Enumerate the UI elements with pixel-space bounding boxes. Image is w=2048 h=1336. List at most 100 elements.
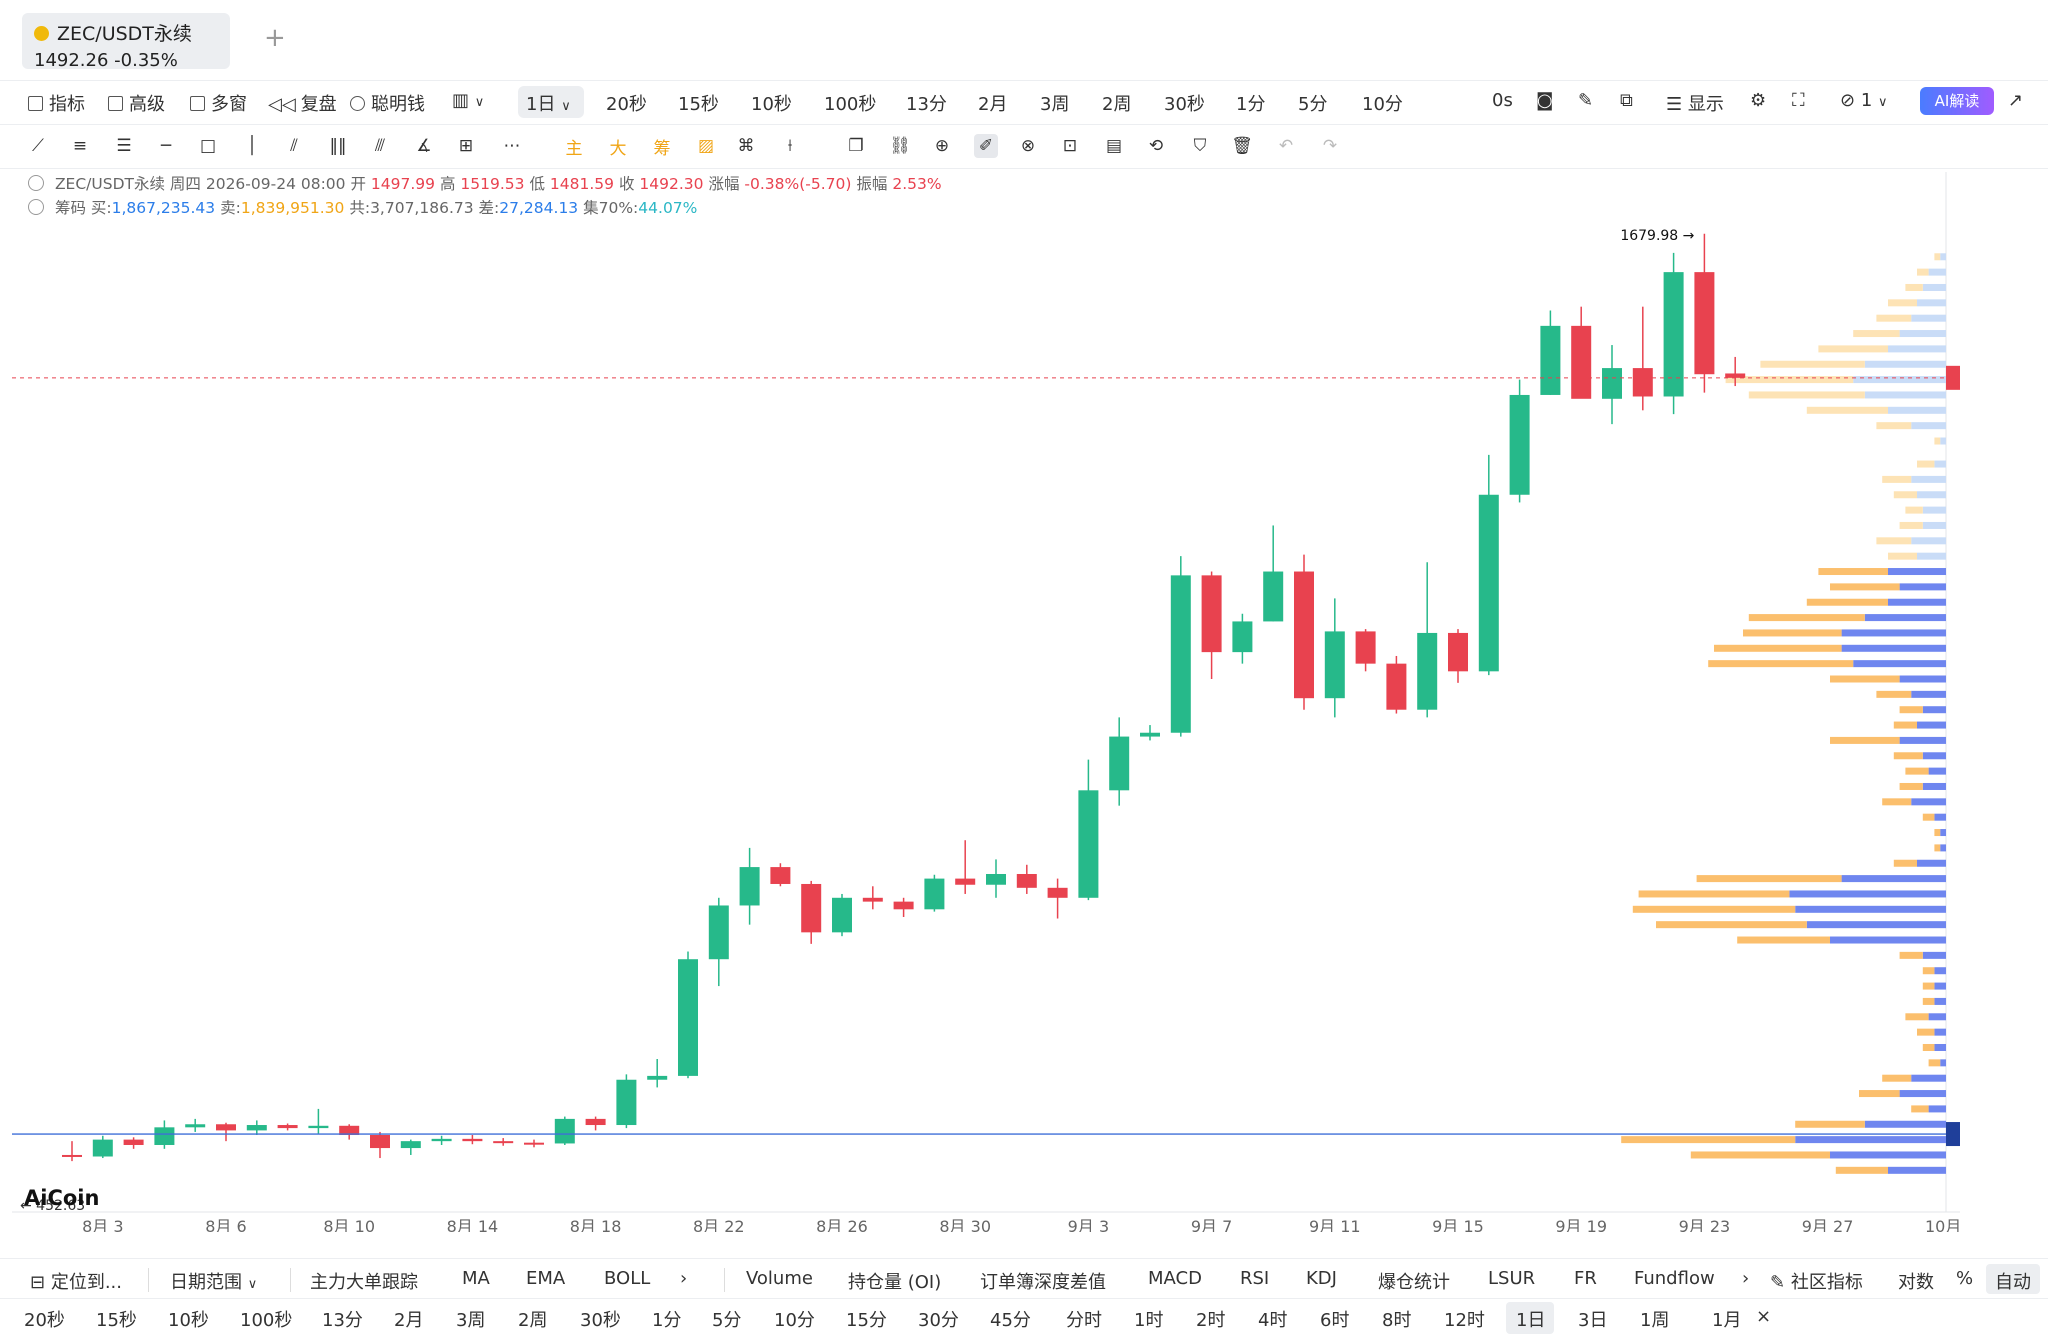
candle-up[interactable] bbox=[92, 1139, 113, 1157]
candle-up[interactable] bbox=[1140, 732, 1160, 737]
candle-up[interactable] bbox=[1232, 621, 1253, 653]
bottom-interval-9[interactable]: 1分 bbox=[652, 1310, 682, 1331]
chips-toggle[interactable]: 筹 bbox=[653, 138, 671, 159]
indicator-ema[interactable]: EMA bbox=[526, 1268, 566, 1289]
settings-gear-icon[interactable]: ⚙ bbox=[1750, 90, 1767, 111]
hide-drawings-icon[interactable]: ⊗ bbox=[1020, 136, 1036, 156]
candle-up[interactable] bbox=[924, 878, 945, 910]
measure-icon[interactable]: ⊞ bbox=[458, 136, 474, 156]
candle-down[interactable] bbox=[462, 1138, 483, 1142]
candle-down[interactable] bbox=[1294, 571, 1314, 699]
pencil-icon[interactable]: ✎ bbox=[1578, 90, 1594, 111]
candle-up[interactable] bbox=[400, 1141, 421, 1149]
bottom-interval-10[interactable]: 5分 bbox=[712, 1310, 742, 1331]
candle-up[interactable] bbox=[1324, 631, 1345, 699]
candle-up[interactable] bbox=[832, 897, 852, 933]
interval-20s[interactable]: 20秒 bbox=[606, 94, 647, 115]
bottom-interval-0[interactable]: 20秒 bbox=[24, 1310, 65, 1331]
smart-money-button[interactable]: 聪明钱 bbox=[350, 90, 425, 116]
display-button[interactable]: ☰ 显示 bbox=[1666, 94, 1724, 115]
candle-down[interactable] bbox=[277, 1125, 298, 1129]
candle-up[interactable] bbox=[431, 1138, 452, 1142]
candle-up[interactable] bbox=[1478, 494, 1499, 672]
candle-down[interactable] bbox=[370, 1135, 390, 1149]
price-axis[interactable] bbox=[1946, 172, 1960, 1232]
candle-up[interactable] bbox=[1509, 394, 1530, 495]
bottom-interval-21[interactable]: 12时 bbox=[1444, 1310, 1485, 1331]
undo-icon[interactable]: ↶ bbox=[1278, 136, 1294, 156]
interval-5m[interactable]: 5分 bbox=[1298, 94, 1328, 115]
bottom-interval-18[interactable]: 4时 bbox=[1258, 1310, 1288, 1331]
camera-icon[interactable]: ◙ bbox=[1536, 90, 1554, 111]
sync-button[interactable]: ⊘ 1 ∨ bbox=[1840, 90, 1888, 111]
interval-15s[interactable]: 15秒 bbox=[678, 94, 719, 115]
sub-indicator-fundflow[interactable]: Fundflow bbox=[1634, 1268, 1715, 1289]
sub-indicator-kdj[interactable]: KDJ bbox=[1306, 1268, 1337, 1289]
vertical-line-icon[interactable]: │ bbox=[246, 136, 258, 156]
bottom-interval-17[interactable]: 2时 bbox=[1196, 1310, 1226, 1331]
sub-indicator-macd[interactable]: MACD bbox=[1148, 1268, 1202, 1289]
candle-up[interactable] bbox=[554, 1118, 575, 1144]
indicator-ma[interactable]: MA bbox=[462, 1268, 490, 1289]
bottom-interval-13[interactable]: 30分 bbox=[918, 1310, 959, 1331]
candle-down[interactable] bbox=[1632, 368, 1653, 397]
zoom-icon[interactable]: ⊕ bbox=[934, 136, 950, 156]
candle-up[interactable] bbox=[708, 905, 729, 960]
candle-up[interactable] bbox=[1078, 790, 1099, 898]
bottom-interval-1[interactable]: 15秒 bbox=[96, 1310, 137, 1331]
interval-100s[interactable]: 100秒 bbox=[824, 94, 877, 115]
bottom-interval-19[interactable]: 6时 bbox=[1320, 1310, 1350, 1331]
sub-indicator-volume[interactable]: Volume bbox=[746, 1268, 813, 1289]
trend-angle-icon[interactable]: ∡ bbox=[416, 136, 432, 156]
candle-up[interactable] bbox=[185, 1124, 206, 1128]
candlestick-chart[interactable]: 1750.001700.001650.001600.001550.001500.… bbox=[12, 172, 1960, 1232]
bottom-interval-23[interactable]: 3日 bbox=[1578, 1310, 1608, 1331]
candle-up[interactable] bbox=[1417, 632, 1438, 710]
sub-indicator-rsi[interactable]: RSI bbox=[1240, 1268, 1270, 1289]
fib-lines-icon[interactable]: ‖‖ bbox=[329, 136, 347, 156]
candle-up[interactable] bbox=[616, 1079, 637, 1126]
sub-indicator-fr[interactable]: FR bbox=[1574, 1268, 1597, 1289]
multi-window-button[interactable]: 多窗 bbox=[190, 90, 247, 116]
log-scale-toggle[interactable]: 对数 bbox=[1898, 1272, 1934, 1293]
sub-indicator-depth[interactable]: 订单簿深度差值 bbox=[980, 1272, 1106, 1293]
advanced-button[interactable]: 高级 bbox=[108, 90, 165, 116]
fullscreen-icon[interactable]: ⛶ bbox=[1792, 90, 1805, 111]
interval-30s[interactable]: 30秒 bbox=[1164, 94, 1205, 115]
candle-down[interactable] bbox=[1047, 887, 1068, 898]
candle-down[interactable] bbox=[62, 1154, 82, 1157]
close-icon[interactable]: × bbox=[1756, 1306, 1772, 1327]
eye-toggle-icon[interactable] bbox=[28, 174, 44, 191]
chevron-right-icon[interactable]: › bbox=[680, 1268, 688, 1289]
export-icon[interactable]: ↗ bbox=[2008, 90, 2024, 111]
bottom-interval-2[interactable]: 10秒 bbox=[168, 1310, 209, 1331]
sub-indicator-lsur[interactable]: LSUR bbox=[1488, 1268, 1536, 1289]
candle-down[interactable] bbox=[1571, 325, 1592, 399]
parallel-lines-icon[interactable]: ≡ bbox=[72, 136, 88, 156]
add-tab-button[interactable]: + bbox=[264, 23, 286, 53]
candle-up[interactable] bbox=[154, 1127, 175, 1145]
candle-down[interactable] bbox=[893, 901, 914, 910]
interval-13m[interactable]: 13分 bbox=[906, 94, 947, 115]
interval-select[interactable]: 1日 ∨ bbox=[518, 86, 584, 118]
line-tool-icon[interactable]: ⟋ bbox=[32, 136, 44, 156]
ruler-icon[interactable]: ⟊ bbox=[787, 136, 793, 156]
bottom-interval-3[interactable]: 100秒 bbox=[240, 1310, 293, 1331]
candle-down[interactable] bbox=[493, 1141, 514, 1144]
indicator-main-force[interactable]: 主力大单跟踪 bbox=[310, 1272, 418, 1293]
bottom-interval-25[interactable]: 1月 bbox=[1712, 1310, 1742, 1331]
trash-icon[interactable]: 🗑 bbox=[1231, 136, 1253, 156]
candle-down[interactable] bbox=[1016, 873, 1037, 888]
bottom-interval-8[interactable]: 30秒 bbox=[580, 1310, 621, 1331]
candle-down[interactable] bbox=[770, 867, 791, 884]
indicator-button[interactable]: 指标 bbox=[28, 90, 85, 116]
bottom-interval-22[interactable]: 1日 bbox=[1516, 1310, 1546, 1331]
magnet-icon[interactable]: ⌘ bbox=[737, 136, 755, 156]
eye-toggle-icon[interactable] bbox=[28, 198, 44, 215]
chevron-right-icon[interactable]: › bbox=[1742, 1268, 1750, 1289]
candle-down[interactable] bbox=[801, 883, 822, 933]
bottom-interval-6[interactable]: 3周 bbox=[456, 1310, 486, 1331]
interval-3w[interactable]: 3周 bbox=[1040, 94, 1070, 115]
copy-icon[interactable]: ❐ bbox=[848, 136, 864, 156]
candle-down[interactable] bbox=[1201, 575, 1222, 653]
